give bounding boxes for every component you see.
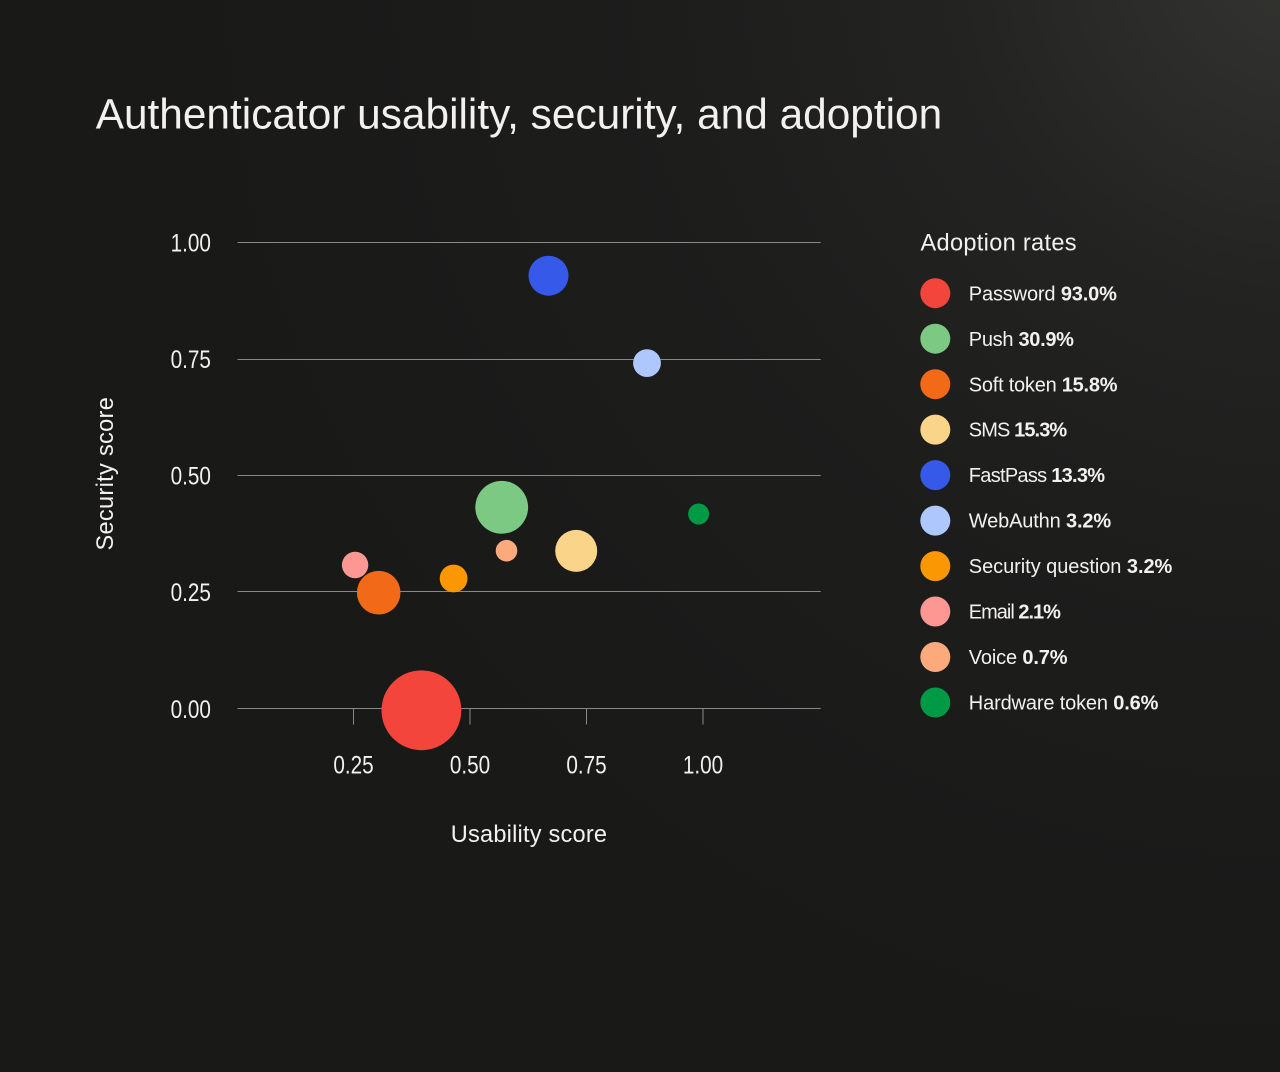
svg-text:Push 30.9%: Push 30.9% bbox=[969, 329, 1074, 351]
svg-text:1.00: 1.00 bbox=[171, 230, 211, 258]
svg-text:0.75: 0.75 bbox=[566, 752, 606, 780]
svg-text:Voice 0.7%: Voice 0.7% bbox=[969, 647, 1068, 669]
svg-text:Authenticator usability, secur: Authenticator usability, security, and a… bbox=[96, 90, 943, 138]
svg-text:0.25: 0.25 bbox=[171, 579, 211, 607]
svg-text:0.75: 0.75 bbox=[171, 346, 211, 374]
svg-text:Soft token 15.8%: Soft token 15.8% bbox=[969, 374, 1118, 396]
svg-text:SMS 15.3%: SMS 15.3% bbox=[969, 420, 1068, 442]
svg-text:Email 2.1%: Email 2.1% bbox=[969, 602, 1061, 624]
svg-text:Usability score: Usability score bbox=[451, 822, 607, 848]
svg-text:FastPass 13.3%: FastPass 13.3% bbox=[969, 465, 1105, 487]
svg-text:Password 93.0%: Password 93.0% bbox=[969, 283, 1117, 305]
svg-text:0.50: 0.50 bbox=[450, 752, 490, 780]
svg-text:0.50: 0.50 bbox=[171, 463, 211, 491]
svg-text:Hardware token 0.6%: Hardware token 0.6% bbox=[969, 693, 1159, 715]
svg-text:0.00: 0.00 bbox=[171, 696, 211, 724]
svg-text:Security score: Security score bbox=[93, 397, 119, 551]
svg-text:1.00: 1.00 bbox=[683, 752, 723, 780]
svg-text:WebAuthn 3.2%: WebAuthn 3.2% bbox=[969, 511, 1112, 533]
svg-text:0.25: 0.25 bbox=[333, 752, 373, 780]
svg-text:Security question 3.2%: Security question 3.2% bbox=[969, 556, 1173, 578]
svg-text:Adoption rates: Adoption rates bbox=[921, 230, 1077, 256]
